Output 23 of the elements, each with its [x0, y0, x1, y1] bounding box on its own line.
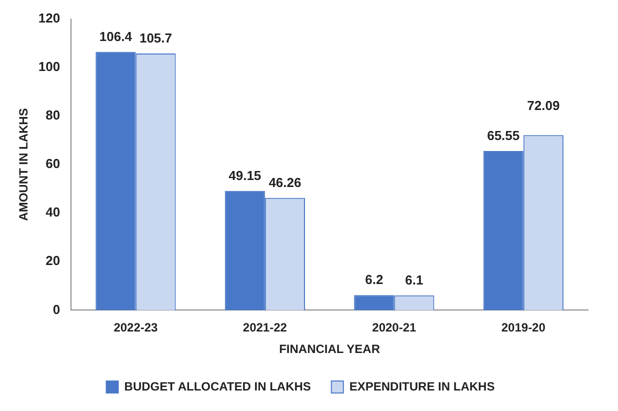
data-label: 106.4 — [99, 28, 133, 44]
data-label: 6.1 — [405, 272, 424, 288]
x-tick-label: 2021-22 — [242, 320, 288, 335]
y-tick-label: 80 — [46, 108, 60, 123]
y-tick-label: 40 — [46, 204, 60, 220]
legend-label: BUDGET ALLOCATED IN LAKHS — [124, 379, 311, 394]
x-tick-label: 2020-21 — [372, 320, 416, 335]
y-tick-label: 0 — [52, 302, 60, 317]
x-tick-label: 2019-20 — [501, 320, 546, 335]
y-tick-label: 60 — [46, 156, 60, 172]
y-axis-title: AMOUNT IN LAKHS — [16, 108, 31, 221]
data-label: 65.55 — [487, 128, 520, 144]
x-axis-title: FINANCIAL YEAR — [279, 342, 380, 356]
y-tick-label: 20 — [46, 253, 60, 268]
data-label: 46.26 — [268, 174, 302, 190]
y-tick-label: 100 — [38, 58, 60, 74]
legend-label: EXPENDITURE IN LAKHS — [349, 379, 495, 394]
y-tick-label: 120 — [38, 10, 60, 26]
data-label: 49.15 — [228, 168, 262, 183]
data-label: 72.09 — [527, 98, 560, 114]
data-label: 6.2 — [365, 272, 384, 288]
data-label: 105.7 — [139, 30, 172, 46]
x-tick-label: 2022-23 — [114, 320, 158, 335]
